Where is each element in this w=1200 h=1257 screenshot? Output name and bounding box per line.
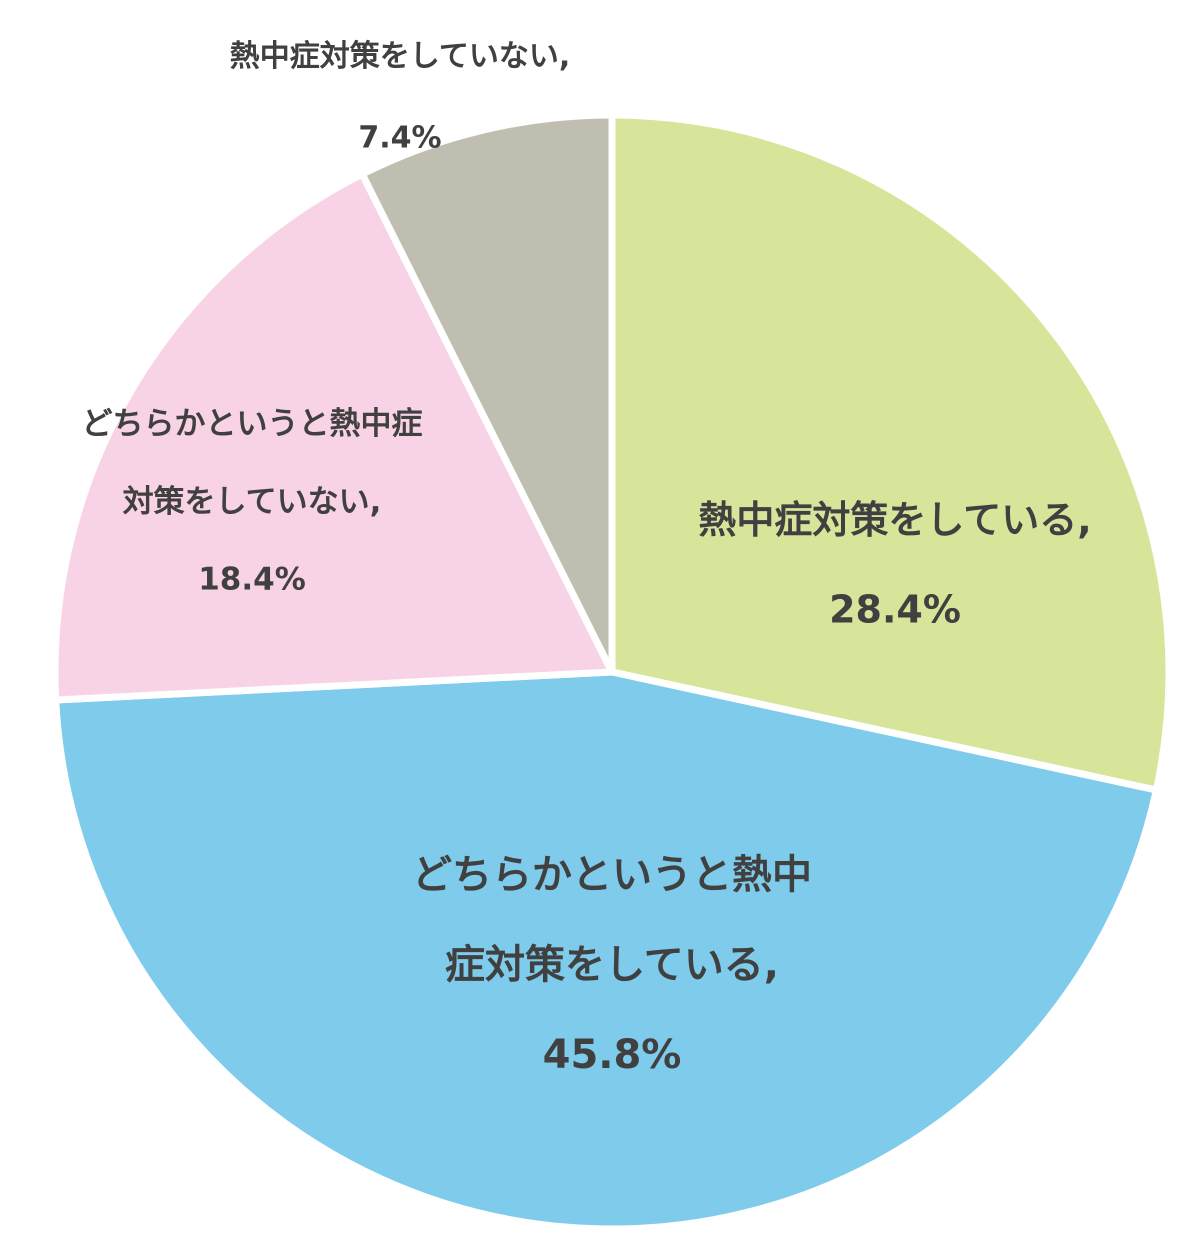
slice-label: どちらかというと熱中症対策をしている,	[412, 852, 812, 988]
pie-slice	[51, 169, 618, 704]
slice-label: どちらかというと熱中症対策をしていない,	[82, 406, 423, 520]
slice-label: 熱中症対策をしていない,	[230, 39, 571, 74]
label-separator: ,	[370, 484, 382, 520]
value-label: 45.8%	[543, 1032, 682, 1078]
label-separator: ,	[1077, 498, 1091, 542]
value-label: 18.4%	[198, 562, 306, 598]
value-label: 7.4%	[358, 121, 441, 156]
label-separator: ,	[559, 39, 570, 74]
pie-slice	[52, 668, 1161, 1233]
value-label: 28.4%	[829, 588, 961, 632]
pie-slice	[357, 111, 616, 674]
slice-label: 熱中症対策をしている,	[698, 498, 1091, 542]
pie-slice	[608, 111, 1173, 795]
label-separator: ,	[764, 942, 779, 988]
